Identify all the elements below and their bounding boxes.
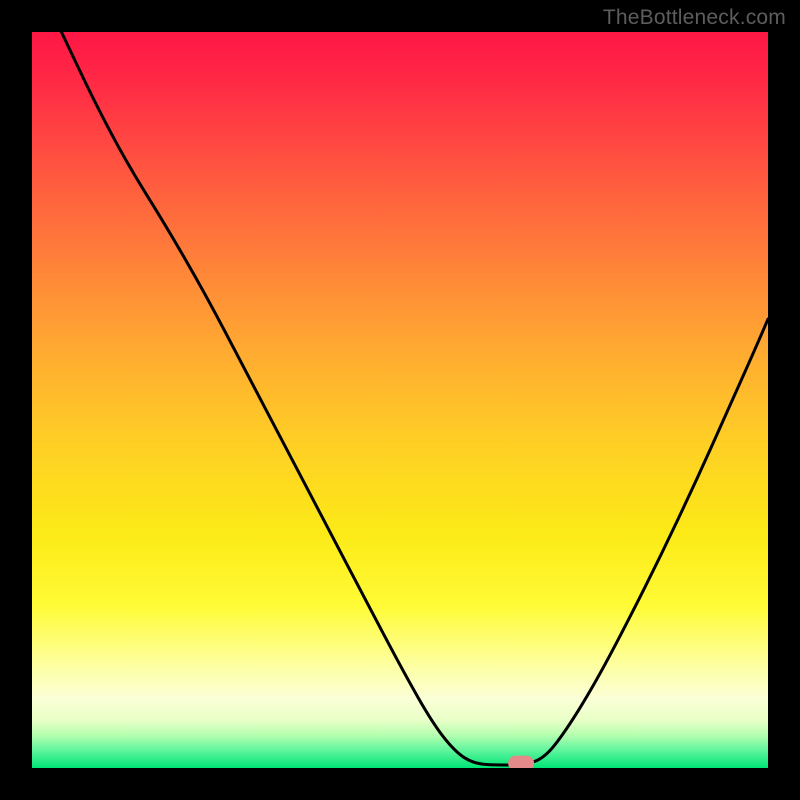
plot-area [32,32,768,768]
watermark-label: TheBottleneck.com [603,6,786,30]
optimal-marker [509,755,535,768]
chart-frame: TheBottleneck.com [0,0,800,800]
bottleneck-curve [32,32,768,768]
